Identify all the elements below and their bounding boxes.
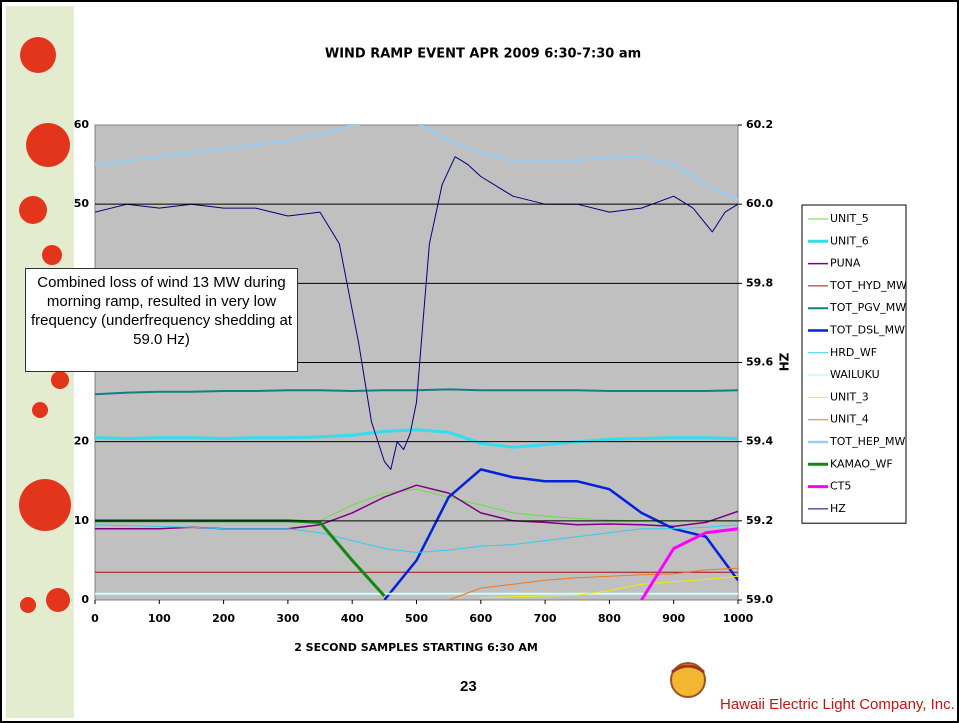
page-number: 23 (460, 678, 477, 695)
x-tick-label: 400 (341, 612, 364, 625)
x-tick-label: 200 (212, 612, 235, 625)
legend-label: TOT_PGV_MW (829, 301, 906, 314)
y2-tick-label: 59.6 (746, 356, 773, 369)
legend-label: WAILUKU (830, 368, 880, 381)
x-tick-label: 300 (276, 612, 299, 625)
legend-label: UNIT_3 (830, 390, 869, 403)
x-tick-label: 600 (469, 612, 492, 625)
y-tick-label: 20 (74, 435, 90, 448)
y2-tick-label: 60.2 (746, 118, 773, 131)
y2-tick-label: 59.4 (746, 435, 773, 448)
legend-label: TOT_HYD_MW (829, 279, 907, 292)
legend-label: TOT_DSL_MW (829, 324, 905, 337)
legend-box (802, 205, 906, 523)
x-axis-title: 2 SECOND SAMPLES STARTING 6:30 AM (294, 641, 538, 654)
legend-label: UNIT_4 (830, 413, 869, 426)
x-tick-label: 800 (598, 612, 621, 625)
x-tick-label: 1000 (723, 612, 754, 625)
legend-label: PUNA (830, 257, 861, 270)
y2-tick-label: 59.2 (746, 514, 773, 527)
y-tick-label: 60 (74, 118, 90, 131)
y2-axis-title: HZ (778, 352, 792, 371)
legend-label: UNIT_6 (830, 234, 869, 247)
x-tick-label: 700 (534, 612, 557, 625)
x-tick-label: 0 (91, 612, 99, 625)
legend-label: UNIT_5 (830, 212, 869, 225)
legend-label: HZ (830, 502, 846, 515)
company-name: Hawaii Electric Light Company, Inc. (720, 696, 955, 713)
y2-tick-label: 59.8 (746, 276, 773, 289)
chart-title: WIND RAMP EVENT APR 2009 6:30-7:30 am (325, 47, 641, 62)
x-tick-label: 500 (405, 612, 428, 625)
legend-label: HRD_WF (830, 346, 877, 359)
y2-tick-label: 60.0 (746, 197, 773, 210)
logo (671, 663, 705, 697)
legend-label: CT5 (830, 480, 851, 493)
x-tick-label: 100 (148, 612, 171, 625)
y2-tick-label: 59.0 (746, 593, 773, 606)
y-tick-label: 50 (74, 197, 90, 210)
legend-label: TOT_HEP_MW (829, 435, 905, 448)
slide: WIND RAMP EVENT APR 2009 6:30-7:30 am 2 … (0, 0, 959, 723)
y-tick-label: 10 (74, 514, 90, 527)
annotation: Combined loss of wind 13 MW during morni… (25, 268, 298, 372)
y-tick-label: 0 (81, 593, 89, 606)
legend-label: KAMAO_WF (830, 457, 893, 470)
x-tick-label: 900 (662, 612, 685, 625)
